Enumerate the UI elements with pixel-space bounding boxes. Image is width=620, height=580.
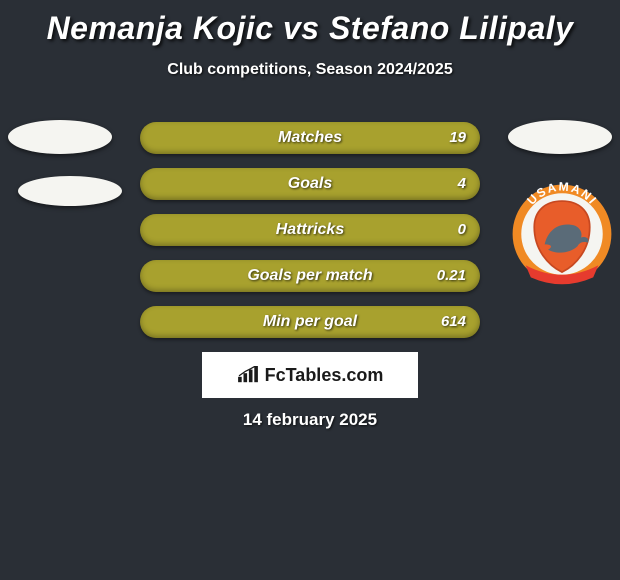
bars-icon [237,366,259,384]
stat-value: 0.21 [437,260,466,292]
stat-row-min-per-goal: Min per goal 614 [140,306,480,338]
stat-value: 0 [458,214,466,246]
date-label: 14 february 2025 [0,410,620,430]
stat-value: 19 [449,122,466,154]
player2-club-logo: USAMANI [510,182,614,286]
player1-club-placeholder-2 [18,176,122,206]
player1-club-placeholder-1 [8,120,112,154]
stat-value: 4 [458,168,466,200]
stat-label: Goals [140,168,480,200]
stat-value: 614 [441,306,466,338]
brand-text: FcTables.com [265,365,384,386]
stats-table: Matches 19 Goals 4 Hattricks 0 Goals per… [140,122,480,352]
page-title: Nemanja Kojic vs Stefano Lilipaly [0,0,620,47]
stat-row-goals: Goals 4 [140,168,480,200]
brand-box: FcTables.com [202,352,418,398]
stat-label: Matches [140,122,480,154]
stat-label: Min per goal [140,306,480,338]
stat-row-goals-per-match: Goals per match 0.21 [140,260,480,292]
stat-row-matches: Matches 19 [140,122,480,154]
stat-row-hattricks: Hattricks 0 [140,214,480,246]
stat-label: Goals per match [140,260,480,292]
stat-label: Hattricks [140,214,480,246]
page-subtitle: Club competitions, Season 2024/2025 [0,61,620,79]
player2-club-placeholder-1 [508,120,612,154]
